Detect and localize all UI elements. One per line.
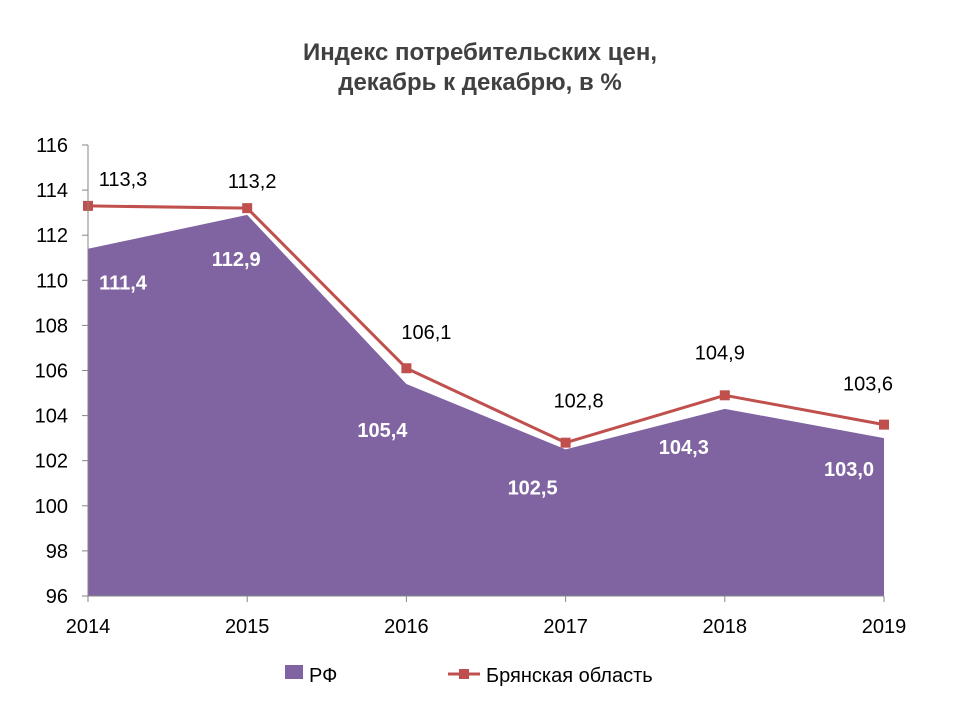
data-labels: 111,4 112,9 105,4 102,5 104,3 103,0 113,3 113,2… (99, 169, 893, 500)
x-tick-label: 2016 (384, 616, 429, 638)
bryansk-value-label: 113,2 (228, 171, 277, 193)
rf-value-label: 104,3 (659, 437, 709, 459)
y-tick-label: 112 (36, 225, 68, 247)
y-tick-label: 116 (36, 135, 68, 157)
line-marker-2018 (719, 390, 730, 401)
legend-swatch-marker-bryansk (459, 669, 469, 679)
line-marker-2016 (401, 363, 412, 374)
rf-value-label: 111,4 (99, 273, 148, 295)
chart-title-line-1: Индекс потребительских цен, (302, 39, 658, 66)
rf-value-label: 112,9 (212, 249, 261, 271)
legend-label-bryansk: Брянская область (486, 665, 653, 687)
bryansk-value-label: 113,3 (99, 169, 148, 191)
chart-title: Индекс потребительских цен, декабрь к де… (0, 38, 960, 98)
line-marker-2019 (879, 419, 889, 430)
rf-value-label: 103,0 (824, 459, 874, 481)
x-tick-label: 2018 (703, 616, 748, 638)
legend-swatch-rf (285, 665, 303, 679)
x-tick-label: 2015 (225, 616, 270, 638)
area-series-rf (88, 214, 884, 596)
x-tick-label: 2017 (543, 616, 588, 638)
x-tick-label: 2019 (862, 616, 907, 638)
line-marker-2017 (560, 437, 571, 448)
axes: 96 98 100 102 104 106 108 110 112 114 116 2014 2015 2… (35, 135, 907, 638)
x-tick-label: 2014 (66, 616, 111, 638)
y-tick-label: 102 (35, 451, 68, 473)
rf-value-label: 105,4 (357, 420, 408, 442)
line-series-bryansk (87, 204, 885, 445)
y-tick-label: 100 (35, 496, 68, 518)
y-tick-label: 110 (36, 270, 68, 292)
chart-title-line-2: декабрь к декабрю, в % (338, 69, 622, 96)
legend: РФ Брянская область (285, 665, 653, 687)
y-tick-label: 114 (36, 180, 68, 202)
rf-value-label: 102,5 (508, 477, 558, 499)
bryansk-value-label: 103,6 (843, 374, 893, 396)
y-tick-label: 96 (46, 586, 68, 608)
plot-area (83, 200, 889, 596)
bryansk-value-label: 104,9 (695, 342, 745, 364)
bryansk-value-label: 106,1 (401, 322, 451, 344)
bryansk-value-label: 102,8 (554, 391, 604, 413)
legend-label-rf: РФ (309, 665, 337, 687)
y-tick-label: 98 (46, 541, 68, 563)
y-tick-label: 104 (35, 406, 68, 428)
y-tick-label: 106 (35, 361, 68, 383)
line-marker-2015 (242, 203, 253, 214)
y-tick-label: 108 (35, 315, 68, 337)
